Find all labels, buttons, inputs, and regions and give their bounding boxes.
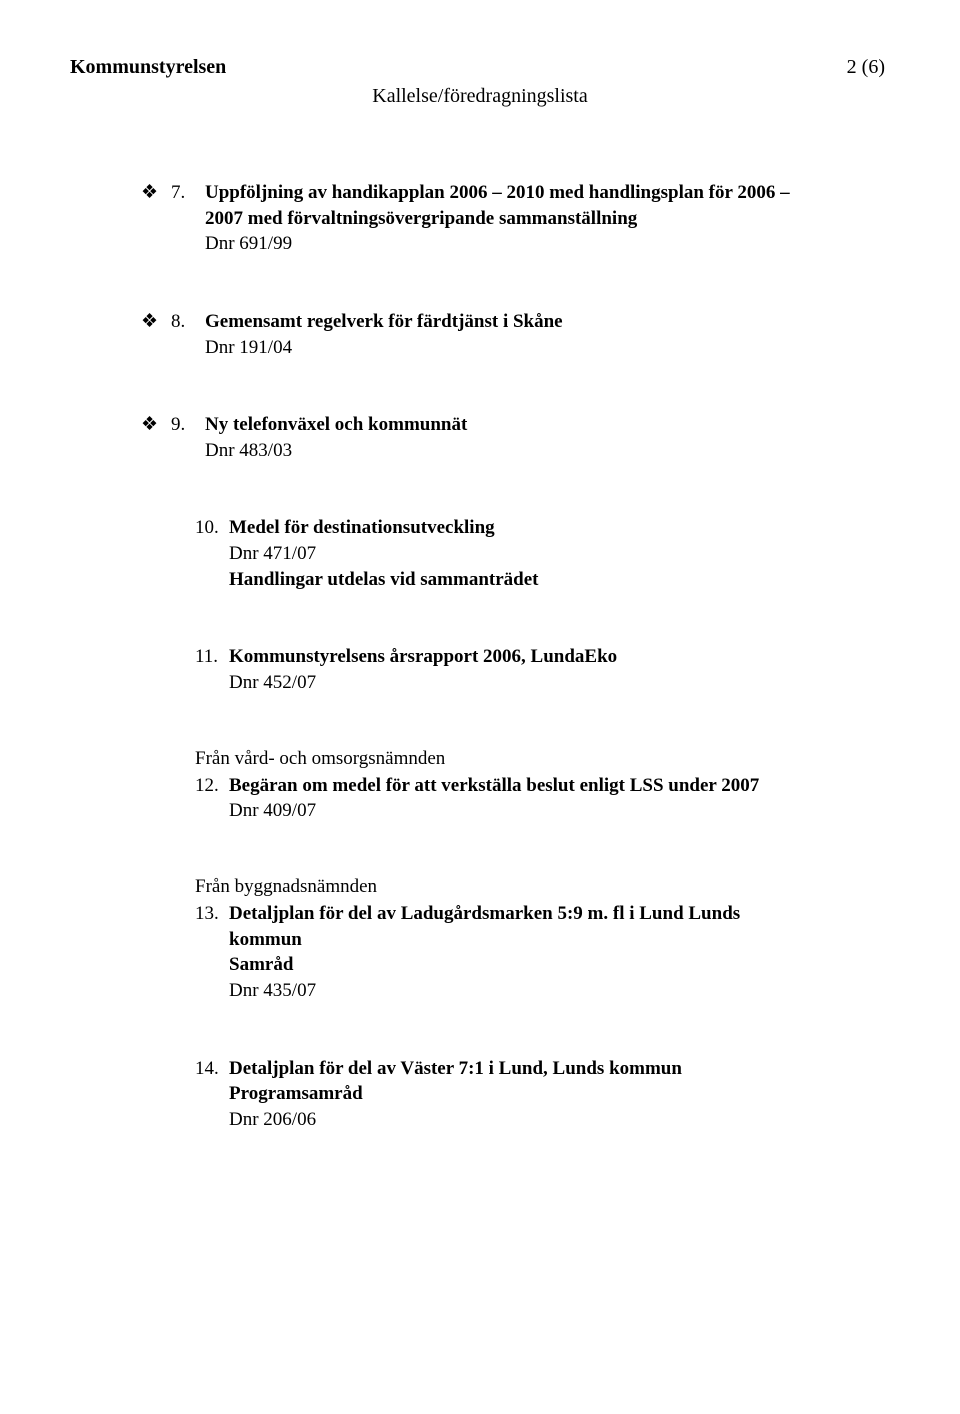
diamond-bullet-icon: ❖ bbox=[141, 180, 171, 206]
item-title: Gemensamt regelverk för färdtjänst i Skå… bbox=[205, 311, 563, 332]
item-dnr: Dnr 483/03 bbox=[205, 440, 292, 461]
item-dnr: Dnr 191/04 bbox=[205, 337, 292, 358]
item-title: Uppföljning av handikapplan 2006 – 2010 … bbox=[205, 182, 790, 229]
item-number: 11. bbox=[195, 644, 229, 670]
item-title: Medel för destinationsutveckling bbox=[229, 517, 495, 538]
item-title: Begäran om medel för att verkställa besl… bbox=[229, 775, 759, 796]
item-subtitle: Programsamråd bbox=[229, 1083, 363, 1104]
item-source: Från byggnadsnämnden bbox=[195, 876, 805, 898]
item-number: 7. bbox=[171, 180, 205, 206]
agenda-item: ❖ 8. Gemensamt regelverk för färdtjänst … bbox=[195, 309, 805, 360]
item-content: Detaljplan för del av Väster 7:1 i Lund,… bbox=[229, 1056, 805, 1133]
item-dnr: Dnr 471/07 bbox=[229, 543, 316, 564]
item-dnr: Dnr 435/07 bbox=[229, 980, 316, 1001]
diamond-bullet-icon: ❖ bbox=[141, 412, 171, 438]
item-content: Gemensamt regelverk för färdtjänst i Skå… bbox=[205, 309, 805, 360]
item-number: 9. bbox=[171, 412, 205, 438]
item-content: Medel för destinationsutveckling Dnr 471… bbox=[229, 515, 805, 592]
item-content: Detaljplan för del av Ladugårdsmarken 5:… bbox=[229, 901, 805, 1004]
agenda-item: 11. Kommunstyrelsens årsrapport 2006, Lu… bbox=[195, 644, 805, 695]
item-dnr: Dnr 691/99 bbox=[205, 233, 292, 254]
item-number: 13. bbox=[195, 901, 229, 927]
item-title: Ny telefonväxel och kommunnät bbox=[205, 414, 467, 435]
item-source: Från vård- och omsorgsnämnden bbox=[195, 748, 805, 770]
item-subtitle: Samråd bbox=[229, 954, 293, 975]
agenda-body: ❖ 7. Uppföljning av handikapplan 2006 – … bbox=[195, 180, 805, 1184]
item-number: 10. bbox=[195, 515, 229, 541]
item-title: Kommunstyrelsens årsrapport 2006, LundaE… bbox=[229, 646, 617, 667]
item-content: Kommunstyrelsens årsrapport 2006, LundaE… bbox=[229, 644, 805, 695]
item-content: Ny telefonväxel och kommunnät Dnr 483/03 bbox=[205, 412, 805, 463]
item-number: 14. bbox=[195, 1056, 229, 1082]
header-title: Kallelse/föredragningslista bbox=[0, 85, 960, 108]
agenda-item: 10. Medel för destinationsutveckling Dnr… bbox=[195, 515, 805, 592]
page: Kommunstyrelsen Kallelse/föredragningsli… bbox=[0, 0, 960, 1414]
agenda-item: Från byggnadsnämnden 13. Detaljplan för … bbox=[195, 876, 805, 1004]
item-number: 8. bbox=[171, 309, 205, 335]
agenda-item: ❖ 7. Uppföljning av handikapplan 2006 – … bbox=[195, 180, 805, 257]
item-content: Uppföljning av handikapplan 2006 – 2010 … bbox=[205, 180, 805, 257]
item-title: Detaljplan för del av Väster 7:1 i Lund,… bbox=[229, 1058, 682, 1079]
item-extra: Handlingar utdelas vid sammanträdet bbox=[229, 569, 539, 590]
item-dnr: Dnr 206/06 bbox=[229, 1109, 316, 1130]
item-content: Begäran om medel för att verkställa besl… bbox=[229, 773, 805, 824]
diamond-bullet-icon: ❖ bbox=[141, 309, 171, 335]
agenda-item: Från vård- och omsorgsnämnden 12. Begära… bbox=[195, 748, 805, 824]
item-number: 12. bbox=[195, 773, 229, 799]
header-org: Kommunstyrelsen bbox=[70, 56, 226, 79]
page-number: 2 (6) bbox=[847, 56, 885, 79]
agenda-item: 14. Detaljplan för del av Väster 7:1 i L… bbox=[195, 1056, 805, 1133]
item-dnr: Dnr 452/07 bbox=[229, 672, 316, 693]
agenda-item: ❖ 9. Ny telefonväxel och kommunnät Dnr 4… bbox=[195, 412, 805, 463]
item-dnr: Dnr 409/07 bbox=[229, 800, 316, 821]
item-title: Detaljplan för del av Ladugårdsmarken 5:… bbox=[229, 903, 740, 950]
